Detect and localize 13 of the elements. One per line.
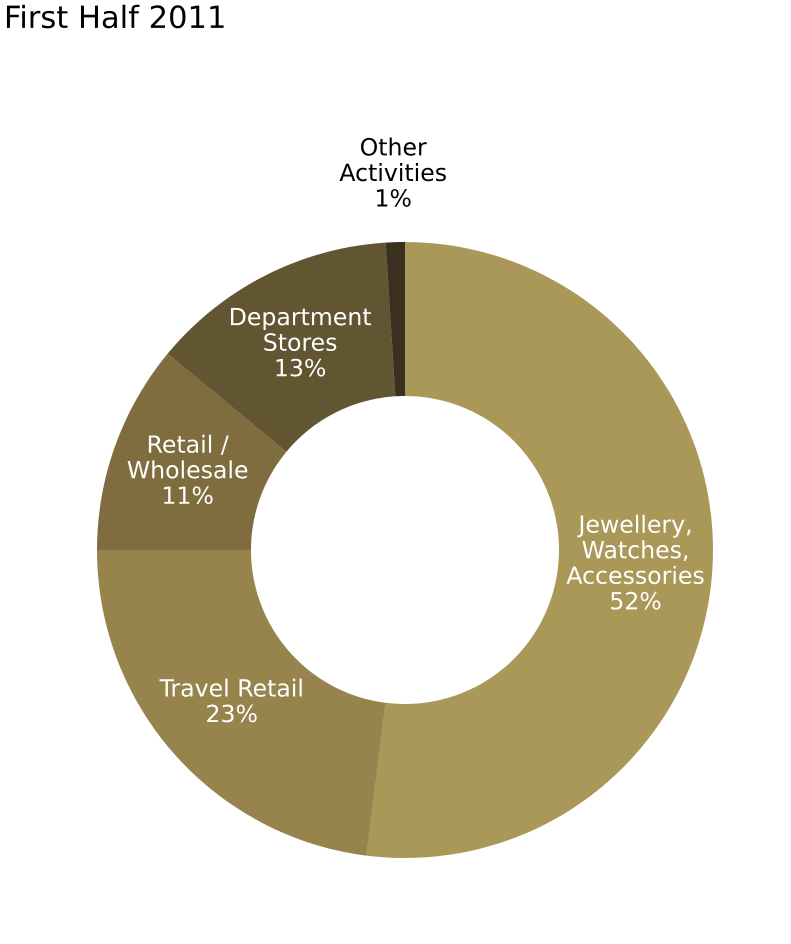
slice-label: Travel Retail — [159, 678, 302, 697]
data-label: 1% — [377, 188, 411, 207]
slice-label: Other Activities — [340, 137, 446, 182]
chart-title: First Half 2011 — [6, 4, 224, 28]
slice-label: Department Stores — [231, 308, 371, 352]
data-label: 11% — [164, 486, 213, 504]
data-label: 52% — [611, 592, 660, 610]
data-label: 13% — [276, 358, 326, 377]
slice-label: Jewellery, Watches, Accessories — [566, 514, 704, 584]
data-label: 23% — [207, 704, 257, 722]
donut-slice — [97, 550, 386, 856]
donut-slice — [386, 242, 405, 396]
slice-label: Retail / Wholesale — [128, 434, 248, 479]
